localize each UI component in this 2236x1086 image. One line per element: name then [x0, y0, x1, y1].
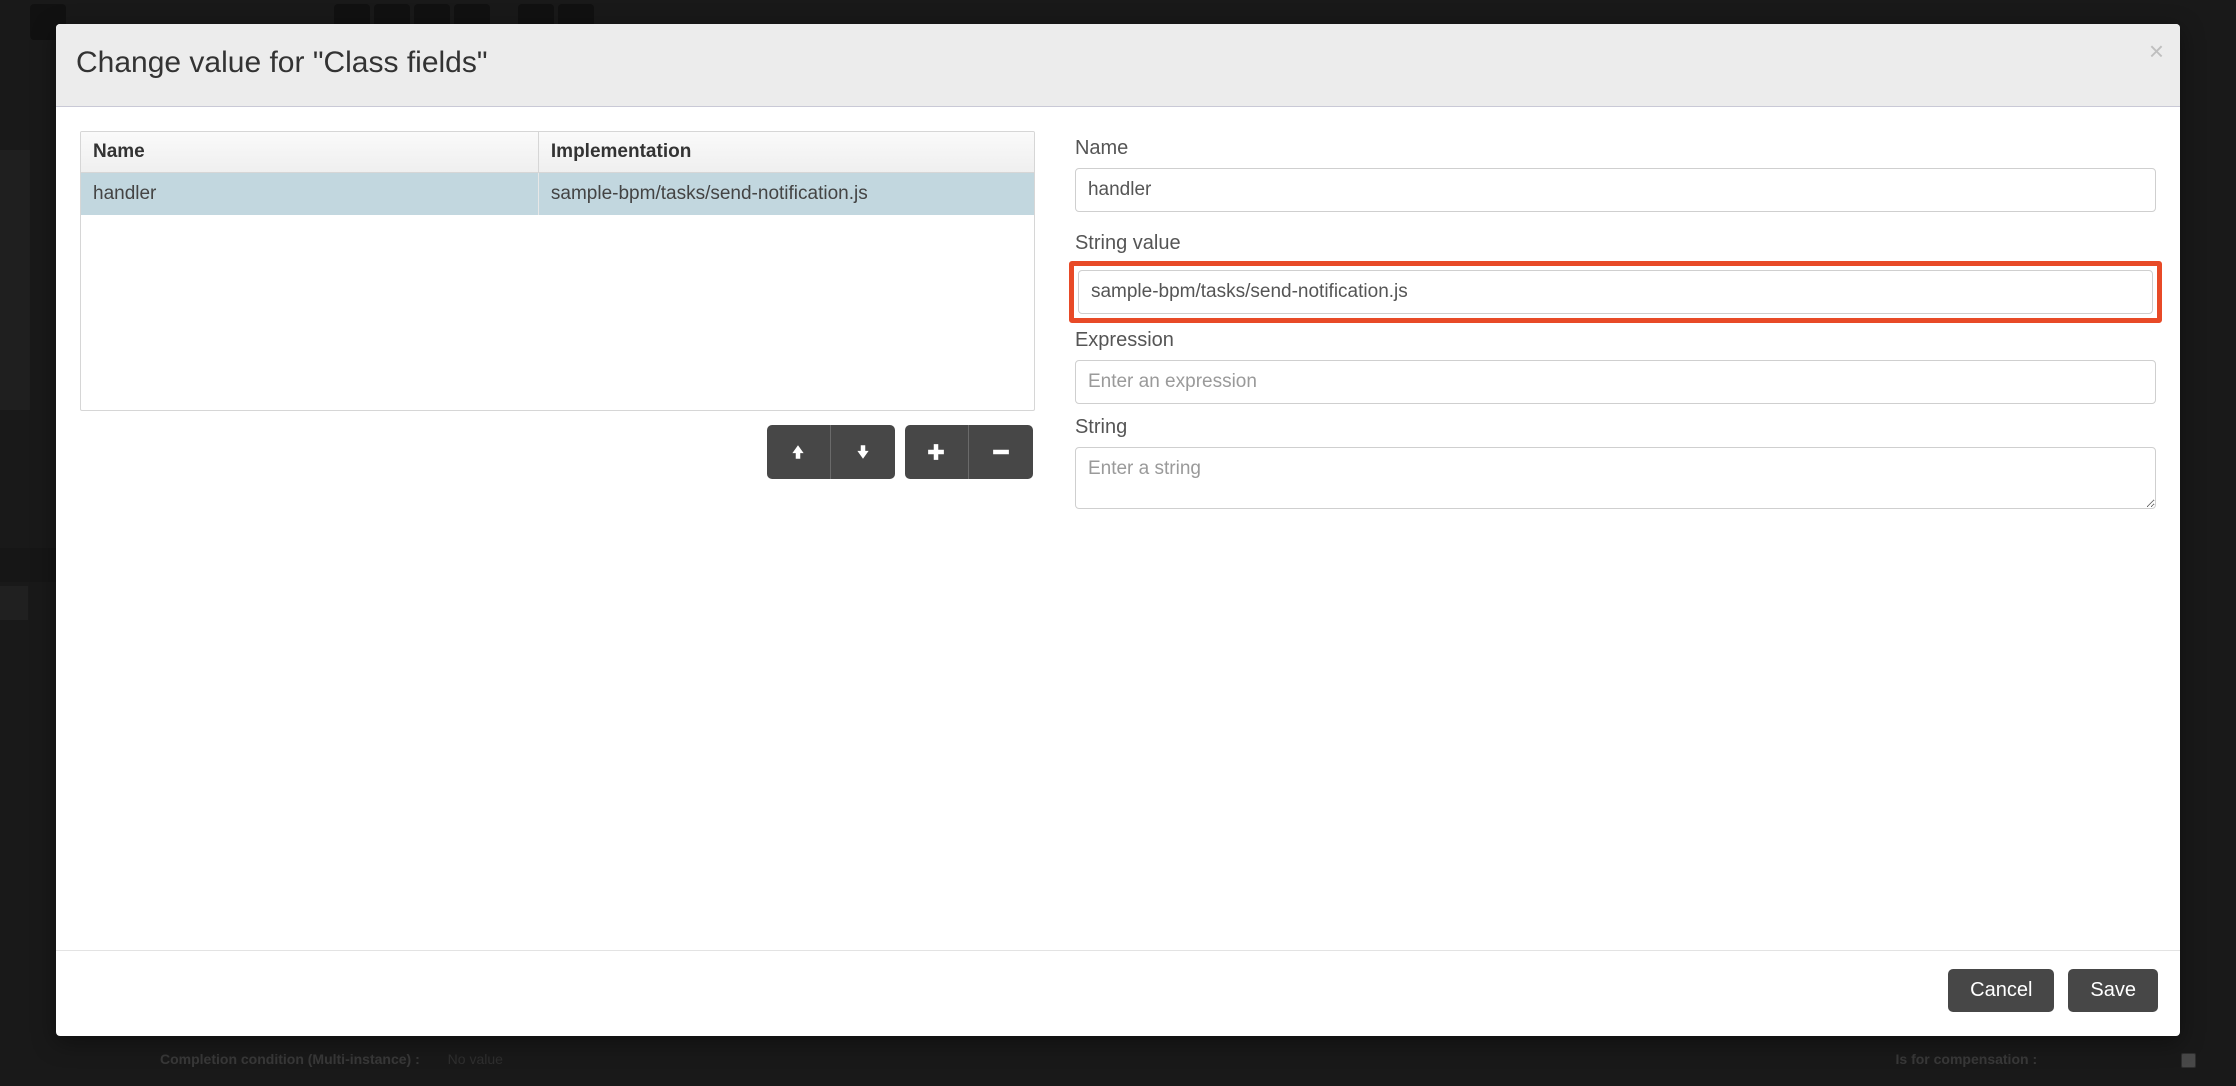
name-input[interactable]	[1075, 168, 2156, 212]
name-label: Name	[1075, 137, 2156, 160]
close-icon: ×	[2149, 36, 2164, 66]
table-row[interactable]: handler sample-bpm/tasks/send-notificati…	[81, 173, 1034, 216]
table-buttons	[80, 425, 1035, 479]
expression-label: Expression	[1075, 329, 2156, 352]
string-textarea[interactable]	[1075, 447, 2156, 509]
close-button[interactable]: ×	[2149, 38, 2164, 64]
col-header-name[interactable]: Name	[81, 132, 538, 173]
left-column: Name Implementation handler sample-bpm/t…	[80, 131, 1035, 940]
fields-table-wrap: Name Implementation handler sample-bpm/t…	[80, 131, 1035, 411]
right-column: Name String value Expression String	[1075, 131, 2156, 940]
move-up-button[interactable]	[767, 425, 831, 479]
cancel-button[interactable]: Cancel	[1948, 969, 2054, 1012]
modal-header: Change value for "Class fields" ×	[56, 24, 2180, 107]
modal-title: Change value for "Class fields"	[76, 46, 2160, 80]
modal-footer: Cancel Save	[56, 950, 2180, 1036]
cell-implementation: sample-bpm/tasks/send-notification.js	[538, 173, 1034, 216]
move-down-button[interactable]	[831, 425, 895, 479]
string-value-input[interactable]	[1078, 270, 2153, 314]
string-label: String	[1075, 416, 2156, 439]
fields-table: Name Implementation handler sample-bpm/t…	[81, 132, 1034, 215]
plus-icon	[927, 443, 945, 461]
move-button-group	[767, 425, 895, 479]
expression-input[interactable]	[1075, 360, 2156, 404]
string-value-highlight	[1069, 261, 2162, 323]
remove-button[interactable]	[969, 425, 1033, 479]
modal-body: Name Implementation handler sample-bpm/t…	[56, 107, 2180, 950]
arrow-down-icon	[854, 443, 872, 461]
add-remove-button-group	[905, 425, 1033, 479]
col-header-implementation[interactable]: Implementation	[538, 132, 1034, 173]
arrow-up-icon	[789, 443, 807, 461]
cell-name: handler	[81, 173, 538, 216]
string-value-label: String value	[1075, 232, 2156, 255]
add-button[interactable]	[905, 425, 969, 479]
class-fields-modal: Change value for "Class fields" × Name I…	[56, 24, 2180, 1036]
save-button[interactable]: Save	[2068, 969, 2158, 1012]
minus-icon	[992, 443, 1010, 461]
